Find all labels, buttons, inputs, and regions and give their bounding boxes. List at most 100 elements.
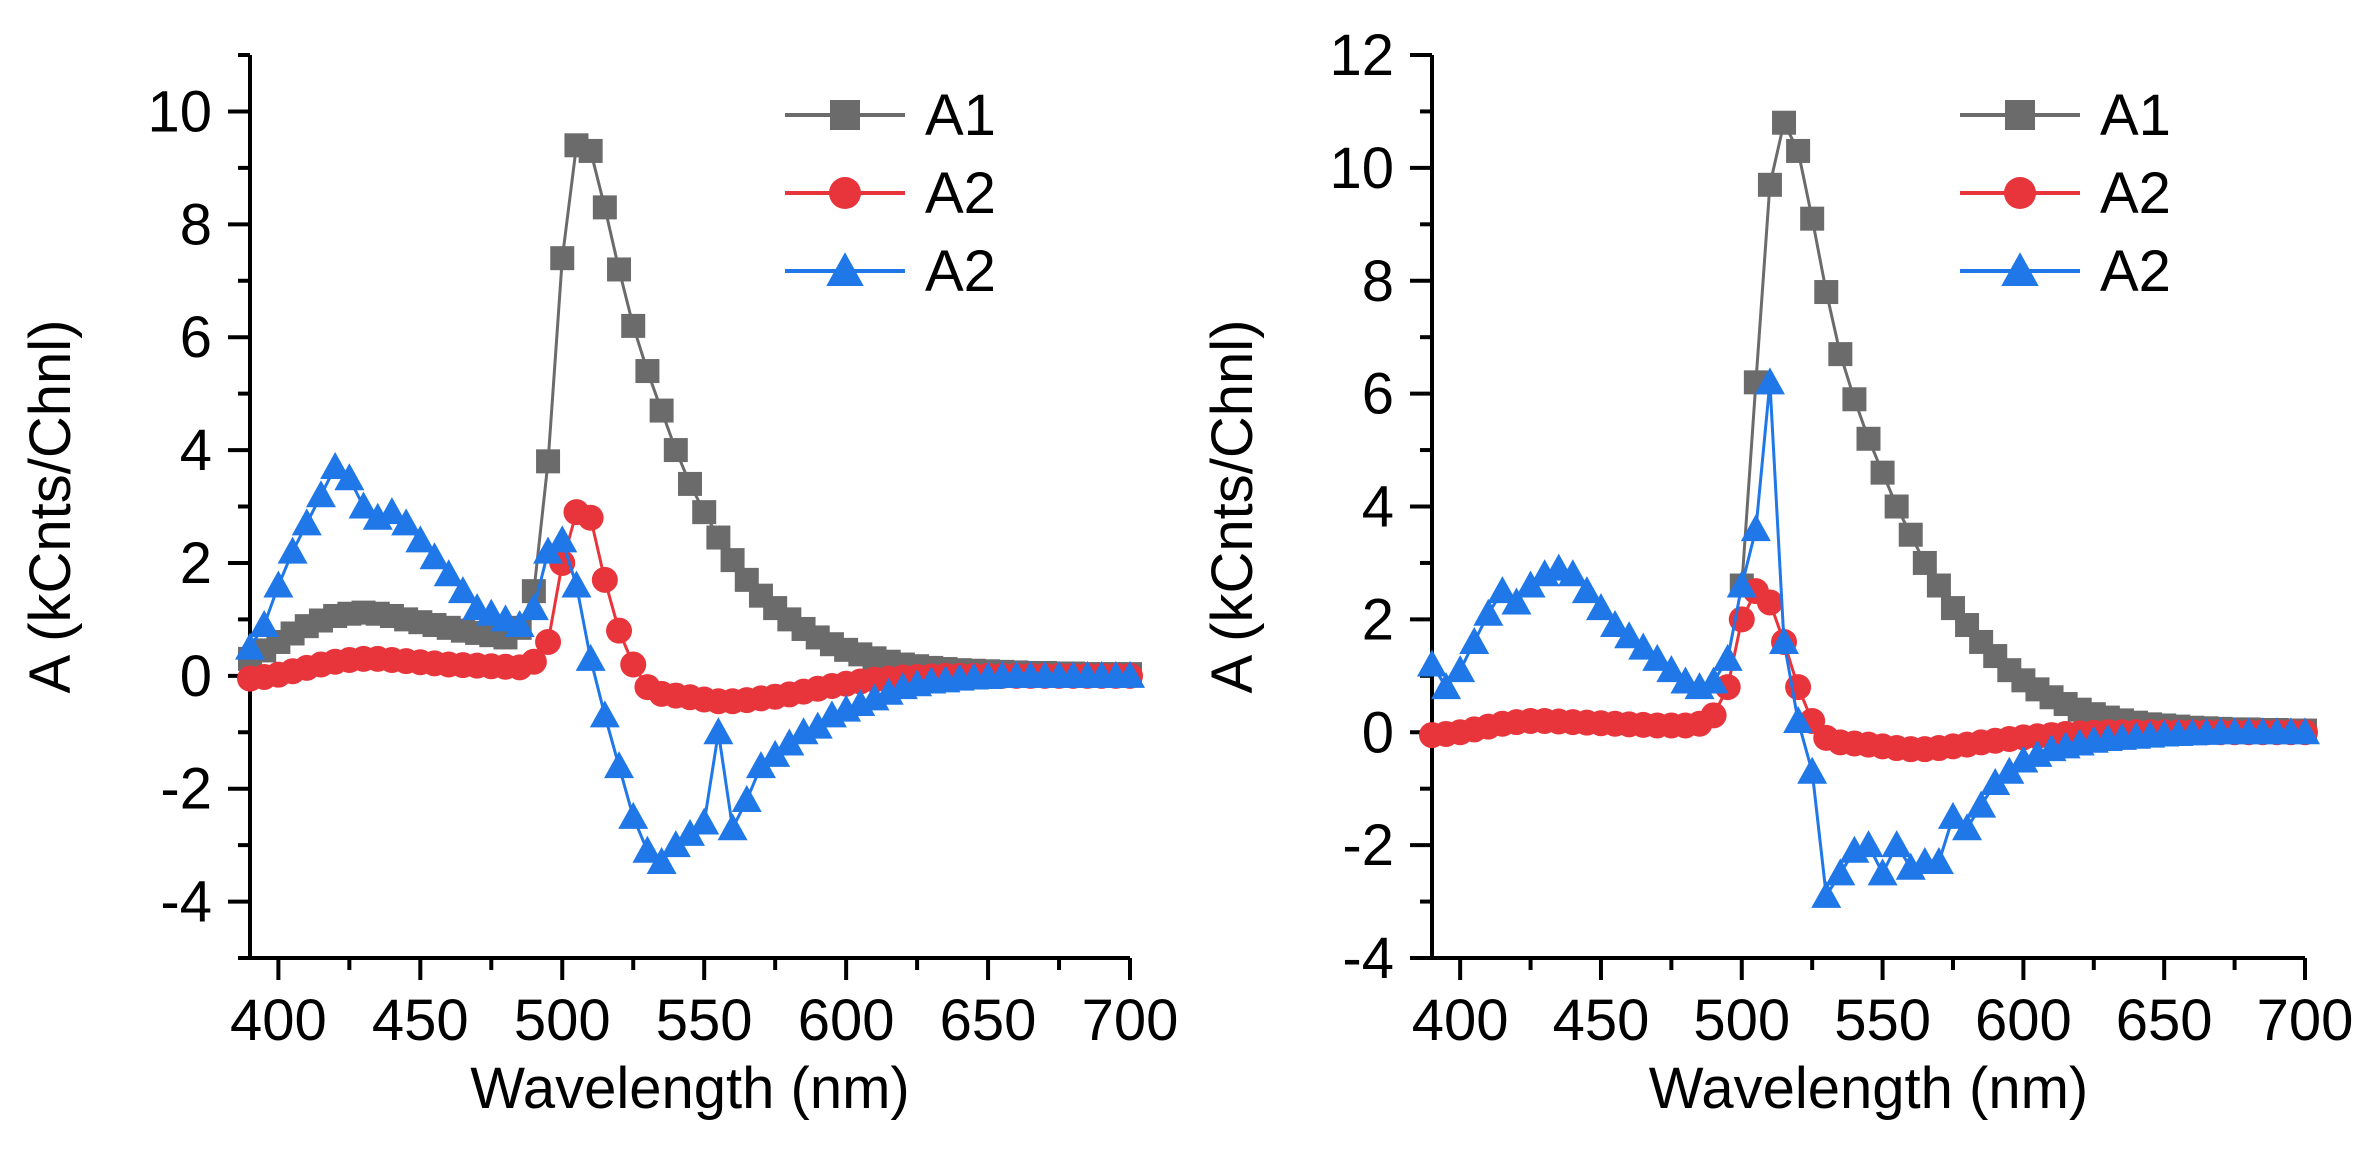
legend: A1 A2 A2 <box>1960 83 2171 304</box>
y-tick-label: -2 <box>160 757 212 822</box>
data-point <box>291 508 322 536</box>
y-tick-label: 12 <box>1329 23 1394 88</box>
data-point <box>706 525 731 550</box>
data-point <box>348 491 379 519</box>
data-point <box>1515 570 1546 598</box>
data-point <box>578 138 603 163</box>
x-tick-label: 650 <box>2116 988 2213 1053</box>
data-point <box>1459 626 1490 654</box>
series-triangle <box>235 451 1145 875</box>
y-tick-label: 8 <box>1362 249 1394 314</box>
data-point <box>589 700 620 728</box>
x-tick-label: 700 <box>1082 988 1179 1053</box>
data-point <box>1856 426 1881 451</box>
data-point <box>1867 858 1898 886</box>
x-tick-label: 550 <box>656 988 753 1053</box>
data-point <box>320 451 351 479</box>
data-point <box>235 632 265 660</box>
data-point <box>689 807 720 835</box>
data-point <box>632 835 663 863</box>
data-point <box>703 717 734 745</box>
series-triangle <box>1417 367 2320 908</box>
data-point <box>675 818 705 846</box>
data-point <box>2290 717 2320 745</box>
y-tick-label: 2 <box>1362 587 1394 652</box>
y-tick-label: -4 <box>1342 926 1394 991</box>
y-tick-label: -2 <box>1342 813 1394 878</box>
series-line <box>249 143 1130 676</box>
x-tick-label: 600 <box>798 988 895 1053</box>
data-point <box>1912 550 1937 575</box>
data-point <box>575 643 606 671</box>
y-tick-label: 10 <box>1329 136 1394 201</box>
data-point <box>592 195 617 220</box>
y-tick-label: 8 <box>180 192 212 257</box>
y-tick-label: 0 <box>1362 700 1394 765</box>
y-tick-label: 6 <box>180 305 212 370</box>
data-point <box>1828 342 1853 367</box>
x-tick-label: 400 <box>1412 988 1509 1053</box>
data-point <box>547 525 578 553</box>
data-point <box>604 751 635 779</box>
data-point <box>1557 559 1588 587</box>
y-tick-label: 2 <box>180 531 212 596</box>
data-point <box>1628 632 1659 660</box>
legend: A1 A2 A2 <box>785 83 996 304</box>
data-point <box>1642 643 1673 671</box>
data-point <box>620 651 647 678</box>
x-tick-label: 600 <box>1975 988 2072 1053</box>
legend-marker <box>826 252 864 286</box>
data-point <box>621 313 646 338</box>
data-point <box>1952 813 1983 841</box>
data-point <box>1712 643 1743 671</box>
legend-marker <box>2004 177 2036 209</box>
data-point <box>774 728 805 756</box>
data-point <box>277 536 308 564</box>
data-point <box>263 570 294 598</box>
data-point <box>1994 756 2025 784</box>
x-axis-title: Wavelength (nm) <box>1649 1056 2088 1121</box>
x-tick-label: 650 <box>940 988 1037 1053</box>
data-point <box>504 610 535 638</box>
data-point <box>1937 801 1968 829</box>
data-point <box>419 542 450 570</box>
data-point <box>334 463 365 491</box>
data-point <box>717 813 748 841</box>
data-point <box>405 525 436 553</box>
data-point <box>550 246 575 271</box>
data-point <box>606 617 633 644</box>
chart-panel-2: -4 -2 0 2 4 6 8 10 12 400 450 500 550 600 650 700 Wavele… <box>1200 23 2353 1121</box>
x-axis-title: Wavelength (nm) <box>470 1056 909 1121</box>
data-point <box>305 480 336 508</box>
data-point <box>533 536 564 564</box>
data-point <box>447 576 478 604</box>
data-point <box>1800 206 1825 231</box>
legend-marker <box>2001 252 2039 286</box>
x-tick-label: 450 <box>372 988 469 1053</box>
data-point <box>591 566 618 593</box>
data-point <box>1842 387 1867 412</box>
data-point <box>1884 494 1909 519</box>
series-line <box>1430 382 2305 901</box>
legend-label: A1 <box>2100 83 2171 148</box>
data-point <box>618 801 649 829</box>
data-point <box>731 784 762 812</box>
legend-label: A2 <box>925 239 996 304</box>
data-point <box>1926 573 1951 598</box>
x-tick-label: 450 <box>1553 988 1650 1053</box>
data-point <box>1980 768 2011 796</box>
data-point <box>760 739 791 767</box>
y-tick-label: 0 <box>180 644 212 709</box>
data-point <box>1754 367 1785 395</box>
y-tick-label: 4 <box>1362 475 1394 540</box>
x-tick-label: 500 <box>514 988 611 1053</box>
data-point <box>1783 705 1814 733</box>
data-point <box>1923 847 1954 875</box>
data-point <box>1772 110 1797 135</box>
data-point <box>1585 593 1616 621</box>
y-tick-label: 4 <box>180 418 212 483</box>
legend-label: A2 <box>925 161 996 226</box>
data-point <box>1473 598 1504 626</box>
data-point <box>1769 626 1800 654</box>
legend-marker <box>2005 100 2035 130</box>
